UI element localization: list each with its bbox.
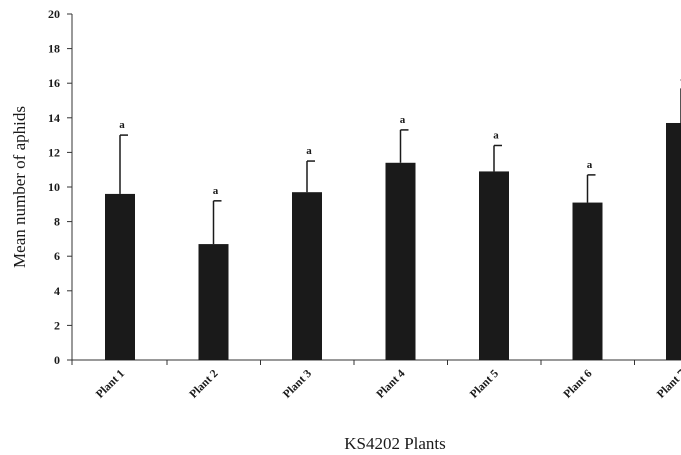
x-axis (71, 359, 681, 365)
y-tick-label: 16 (48, 76, 60, 90)
y-tick-label: 0 (54, 353, 60, 367)
x-tick-label: Plant 2 (188, 367, 221, 400)
significance-label: a (400, 114, 406, 126)
x-tick-label: Plant 7 (655, 367, 681, 400)
bars: a Plant 1 a Plant 2 a Plant 3 a Plant 4 a Plant 5… (94, 72, 681, 401)
y-tick-label: 6 (54, 249, 60, 263)
y-axis: 0 2 4 6 8 10 12 14 16 18 20 (48, 7, 73, 367)
y-tick-label: 14 (48, 111, 60, 125)
x-tick-label: Plant 5 (468, 367, 501, 400)
y-tick-label: 18 (48, 42, 60, 56)
bar (198, 244, 229, 360)
y-tick-label: 10 (48, 180, 60, 194)
x-tick-label: Plant 4 (375, 367, 408, 400)
significance-label: a (306, 145, 312, 157)
x-tick-label: Plant 6 (562, 367, 595, 400)
y-tick-label: 4 (54, 284, 60, 298)
x-axis-title: KS4202 Plants (344, 434, 446, 453)
significance-label: a (493, 129, 499, 141)
y-tick-label: 12 (48, 145, 60, 159)
x-tick-label: Plant 3 (281, 367, 314, 400)
bar (479, 171, 509, 360)
bar (292, 192, 322, 360)
bar (572, 202, 603, 360)
x-tick-label: Plant 1 (94, 367, 127, 400)
significance-label: a (587, 159, 593, 171)
bar (385, 162, 416, 360)
significance-label: a (119, 119, 125, 131)
y-axis-title: Mean number of aphids (10, 106, 29, 268)
y-tick-label: 20 (48, 7, 60, 21)
y-tick-label: 8 (54, 215, 60, 229)
bar (105, 193, 135, 360)
y-tick-label: 2 (54, 318, 60, 332)
significance-label: a (213, 185, 219, 197)
bar (666, 122, 681, 361)
